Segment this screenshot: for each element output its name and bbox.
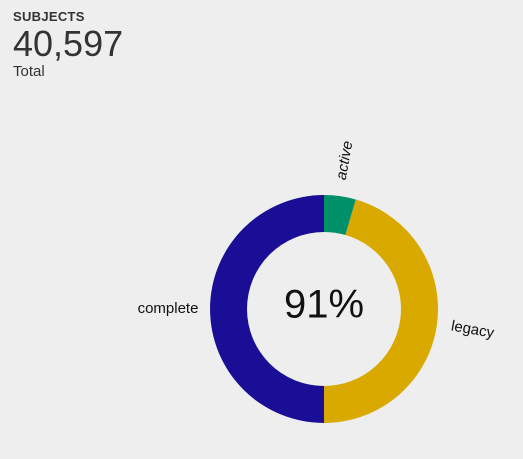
slice-label-active: active [333,140,357,182]
donut-slice-active [324,195,356,236]
stat-sublabel: Total [13,63,45,80]
donut-slice-complete [210,195,324,423]
donut-center-label: 91% [284,283,364,327]
slice-label-complete: complete [138,300,199,317]
stat-label: SUBJECTS [13,9,85,24]
donut-slice-legacy [324,199,438,423]
donut-slices [210,195,438,423]
stat-value: 40,597 [13,23,124,64]
subjects-stat: SUBJECTS 40,597 Total [13,9,123,81]
slice-label-legacy: legacy [450,317,496,341]
